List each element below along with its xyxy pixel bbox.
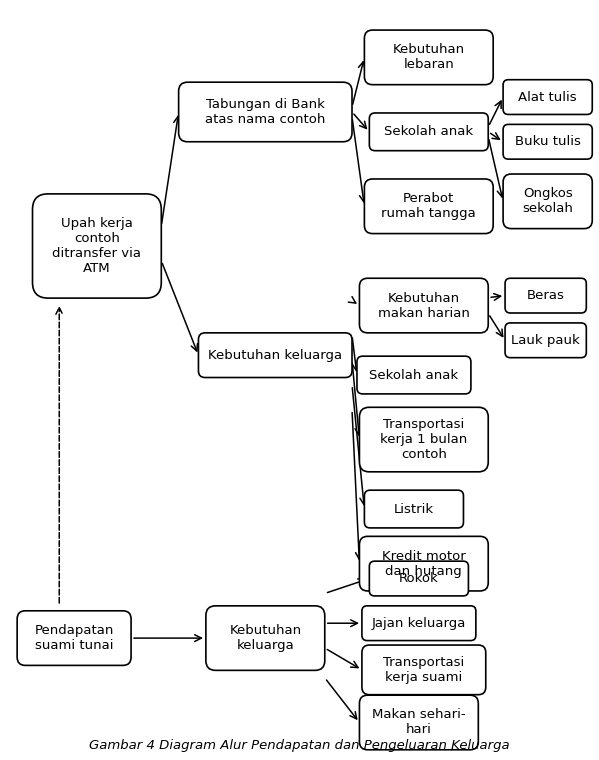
FancyBboxPatch shape — [370, 113, 488, 150]
Text: Rokok: Rokok — [399, 572, 438, 585]
FancyBboxPatch shape — [505, 323, 586, 358]
Text: Pendapatan
suami tunai: Pendapatan suami tunai — [34, 624, 114, 652]
Text: Kebutuhan
keluarga: Kebutuhan keluarga — [229, 624, 301, 652]
FancyBboxPatch shape — [362, 606, 476, 641]
Text: Gambar 4 Diagram Alur Pendapatan dan Pengeluaran Keluarga: Gambar 4 Diagram Alur Pendapatan dan Pen… — [89, 739, 510, 752]
FancyBboxPatch shape — [359, 537, 488, 591]
Text: Upah kerja
contoh
ditransfer via
ATM: Upah kerja contoh ditransfer via ATM — [52, 217, 141, 275]
FancyBboxPatch shape — [503, 80, 592, 115]
Text: Transportasi
kerja 1 bulan
contoh: Transportasi kerja 1 bulan contoh — [380, 418, 467, 461]
FancyBboxPatch shape — [359, 695, 479, 750]
Text: Beras: Beras — [527, 289, 565, 302]
Text: Jajan keluarga: Jajan keluarga — [372, 616, 466, 630]
FancyBboxPatch shape — [370, 561, 468, 596]
FancyBboxPatch shape — [503, 174, 592, 229]
FancyBboxPatch shape — [206, 606, 325, 670]
FancyBboxPatch shape — [364, 179, 493, 233]
FancyBboxPatch shape — [179, 82, 352, 142]
FancyBboxPatch shape — [362, 645, 486, 695]
Text: Kebutuhan keluarga: Kebutuhan keluarga — [208, 349, 342, 362]
Text: Ongkos
sekolah: Ongkos sekolah — [522, 187, 573, 215]
FancyBboxPatch shape — [32, 194, 161, 298]
Text: Kebutuhan
makan harian: Kebutuhan makan harian — [378, 292, 470, 319]
FancyBboxPatch shape — [357, 356, 471, 394]
FancyBboxPatch shape — [505, 278, 586, 313]
Text: Tabungan di Bank
atas nama contoh: Tabungan di Bank atas nama contoh — [205, 98, 325, 126]
Text: Kredit motor
dan hutang: Kredit motor dan hutang — [382, 549, 465, 578]
Text: Makan sehari-
hari: Makan sehari- hari — [372, 708, 465, 736]
Text: Buku tulis: Buku tulis — [515, 135, 580, 148]
FancyBboxPatch shape — [364, 490, 464, 528]
Text: Lauk pauk: Lauk pauk — [512, 334, 580, 347]
FancyBboxPatch shape — [198, 333, 352, 378]
FancyBboxPatch shape — [364, 30, 493, 84]
FancyBboxPatch shape — [359, 407, 488, 472]
Text: Listrik: Listrik — [394, 502, 434, 515]
FancyBboxPatch shape — [503, 125, 592, 159]
Text: Perabot
rumah tangga: Perabot rumah tangga — [382, 192, 476, 220]
Text: Kebutuhan
lebaran: Kebutuhan lebaran — [393, 43, 465, 71]
FancyBboxPatch shape — [359, 278, 488, 333]
Text: Transportasi
kerja suami: Transportasi kerja suami — [383, 656, 464, 684]
Text: Sekolah anak: Sekolah anak — [370, 369, 458, 382]
FancyBboxPatch shape — [17, 611, 131, 666]
Text: Alat tulis: Alat tulis — [518, 90, 577, 103]
Text: Sekolah anak: Sekolah anak — [384, 125, 473, 138]
